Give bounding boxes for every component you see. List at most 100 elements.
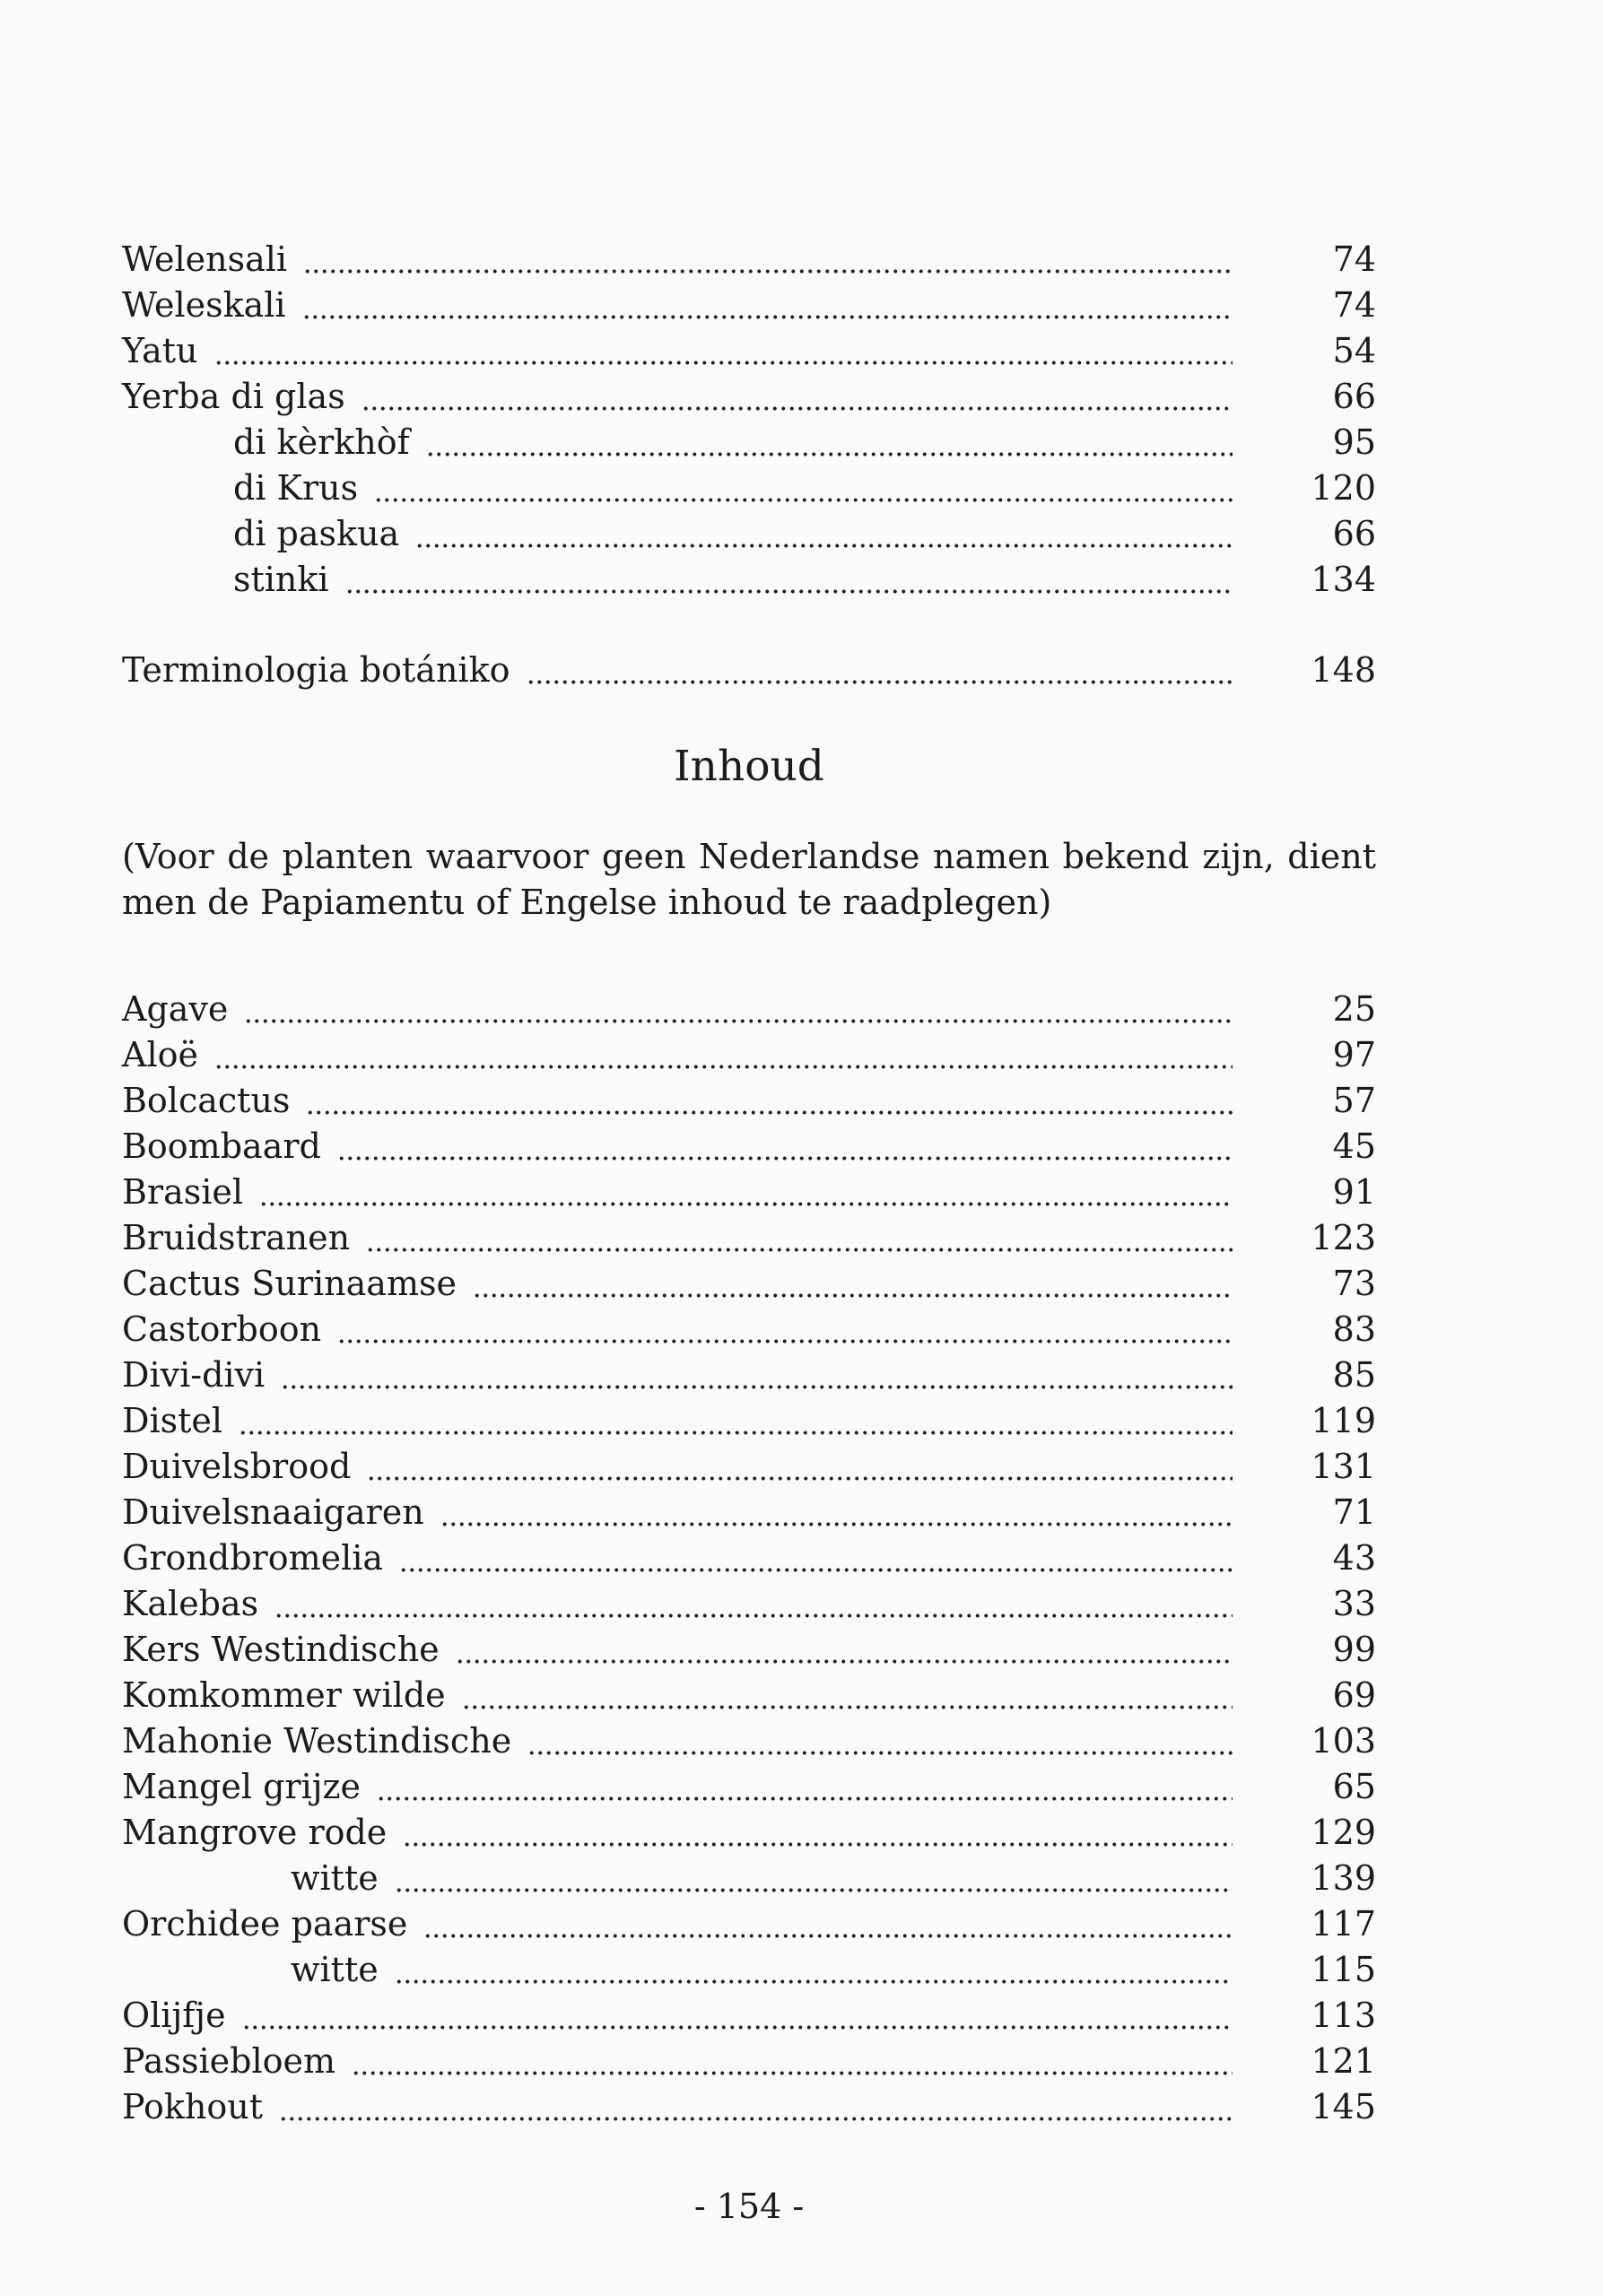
dot-leader <box>423 1901 1233 1947</box>
dot-leader <box>403 1810 1233 1856</box>
dot-leader <box>336 1124 1233 1170</box>
toc-row: Kers Westindische 99 <box>122 1627 1376 1673</box>
entry-page-number: 131 <box>1311 1447 1376 1486</box>
entry-page-number: 103 <box>1311 1721 1376 1761</box>
entry-page-number: 54 <box>1332 331 1376 370</box>
entry-page-number: 95 <box>1332 422 1376 462</box>
toc-row: Bolcactus 57 <box>122 1078 1376 1124</box>
dot-leader <box>377 1764 1233 1810</box>
entry-page-number: 139 <box>1311 1858 1376 1898</box>
toc-row: Aloë 97 <box>122 1032 1376 1078</box>
dot-leader <box>241 1993 1233 2039</box>
dot-leader <box>472 1261 1233 1307</box>
entry-label: Terminologia botániko <box>122 650 510 690</box>
toc-row: Duivelsbrood 131 <box>122 1444 1376 1490</box>
entry-label: Bolcactus <box>122 1081 291 1120</box>
entry-label: Weleskali <box>122 285 286 325</box>
toc-row: stinki 134 <box>122 557 1376 603</box>
entry-label: Olijfje <box>122 1996 226 2035</box>
entry-page-number: 145 <box>1311 2087 1376 2126</box>
entry-label: Grondbromelia <box>122 1538 384 1578</box>
dot-leader <box>394 1947 1233 1993</box>
entry-label: di kèrkhòf <box>233 422 410 462</box>
toc-row: witte 115 <box>122 1947 1376 1993</box>
entry-label: Pokhout <box>122 2087 264 2126</box>
toc-row: Divi-divi 85 <box>122 1352 1376 1398</box>
dot-leader <box>455 1627 1233 1673</box>
entry-page-number: 71 <box>1332 1492 1376 1532</box>
index-entries-list: Welensali 74 Weleskali 74 Yatu 54 Yerba di gla… <box>122 0 1376 603</box>
toc-row: Welensali 74 <box>122 237 1376 283</box>
entry-label: Brasiel <box>122 1172 244 1212</box>
toc-row: Mangel grijze 65 <box>122 1764 1376 1810</box>
page-number: - 154 - <box>693 2187 805 2226</box>
toc-row: Boombaard 45 <box>122 1124 1376 1170</box>
entry-page-number: 123 <box>1311 1218 1376 1257</box>
dot-leader <box>367 1444 1233 1490</box>
dot-leader <box>306 1078 1233 1124</box>
entry-label: Passiebloem <box>122 2041 336 2081</box>
entry-label: witte <box>291 1858 379 1898</box>
entry-page-number: 115 <box>1311 1950 1376 1989</box>
entry-label: Cactus Surinaamse <box>122 1264 457 1303</box>
toc-row: Duivelsnaaigaren 71 <box>122 1490 1376 1535</box>
dot-leader <box>399 1535 1233 1581</box>
entry-page-number: 91 <box>1332 1172 1376 1212</box>
entry-page-number: 45 <box>1332 1126 1376 1166</box>
dot-leader <box>527 1718 1233 1764</box>
entry-page-number: 148 <box>1311 650 1376 690</box>
dot-leader <box>213 328 1233 374</box>
entry-label: Duivelsbrood <box>122 1447 352 1486</box>
dot-leader <box>301 283 1233 328</box>
dot-leader <box>279 2084 1233 2130</box>
entry-label: Duivelsnaaigaren <box>122 1492 424 1532</box>
dot-leader <box>239 1398 1233 1444</box>
contents-heading: Inhoud <box>674 742 824 791</box>
toc-row: Kalebas 33 <box>122 1581 1376 1627</box>
entry-page-number: 69 <box>1332 1675 1376 1715</box>
entry-page-number: 57 <box>1332 1081 1376 1120</box>
toc-row: Pokhout 145 <box>122 2084 1376 2130</box>
entry-label: di Krus <box>233 468 359 508</box>
entry-page-number: 73 <box>1332 1264 1376 1303</box>
toc-row: Yatu 54 <box>122 328 1376 374</box>
toc-row: Agave 25 <box>122 987 1376 1032</box>
entry-label: Welensali <box>122 239 288 279</box>
dot-leader <box>374 465 1233 511</box>
entry-label: Bruidstranen <box>122 1218 351 1257</box>
dot-leader <box>366 1215 1233 1261</box>
toc-row: Olijfje 113 <box>122 1993 1376 2039</box>
entry-label: Distel <box>122 1401 223 1440</box>
entry-label: Agave <box>122 989 229 1029</box>
entry-page-number: 65 <box>1332 1767 1376 1806</box>
dot-leader <box>259 1170 1233 1215</box>
page-content: Welensali 74 Weleskali 74 Yatu 54 Yerba di gla… <box>122 0 1376 2230</box>
dot-leader <box>281 1352 1233 1398</box>
entry-page-number: 43 <box>1332 1538 1376 1578</box>
dot-leader <box>461 1673 1233 1718</box>
toc-row: Bruidstranen 123 <box>122 1215 1376 1261</box>
dot-leader <box>213 1032 1233 1078</box>
entry-page-number: 25 <box>1332 989 1376 1029</box>
toc-row: di Krus 120 <box>122 465 1376 511</box>
toc-row: Castorboon 83 <box>122 1307 1376 1352</box>
entry-page-number: 113 <box>1311 1996 1376 2035</box>
dot-leader <box>361 374 1233 420</box>
entry-page-number: 134 <box>1311 560 1376 599</box>
entry-label: Boombaard <box>122 1126 321 1166</box>
entry-page-number: 74 <box>1332 239 1376 279</box>
entry-page-number: 74 <box>1332 285 1376 325</box>
dot-leader <box>526 648 1233 693</box>
entry-label: Komkommer wilde <box>122 1675 446 1715</box>
dot-leader <box>440 1490 1233 1535</box>
toc-row: Yerba di glas 66 <box>122 374 1376 420</box>
entry-page-number: 97 <box>1332 1035 1376 1074</box>
note-line-2: men de Papiamentu of Engelse inhoud te r… <box>122 883 1052 922</box>
dot-leader <box>352 2039 1233 2084</box>
terminology-entry-list: Terminologia botániko 148 <box>122 648 1376 693</box>
entry-page-number: 85 <box>1332 1355 1376 1395</box>
toc-row: Terminologia botániko 148 <box>122 648 1376 693</box>
entry-label: stinki <box>233 560 329 599</box>
toc-row: Weleskali 74 <box>122 283 1376 328</box>
entry-label: Mangrove rode <box>122 1813 388 1852</box>
